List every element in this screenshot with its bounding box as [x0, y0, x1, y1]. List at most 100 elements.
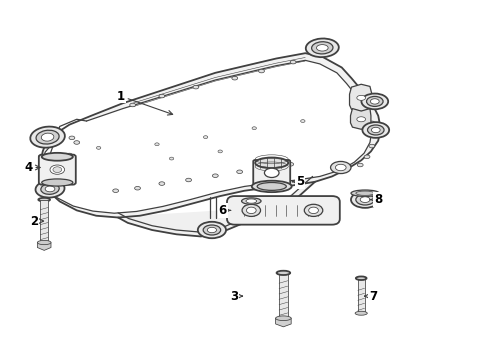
Ellipse shape [370, 134, 376, 137]
Ellipse shape [355, 276, 366, 280]
Ellipse shape [350, 190, 378, 197]
Ellipse shape [57, 134, 62, 137]
Ellipse shape [370, 99, 378, 104]
Ellipse shape [366, 96, 382, 107]
Ellipse shape [66, 153, 72, 157]
Ellipse shape [203, 136, 207, 139]
Text: 2: 2 [30, 215, 43, 228]
Ellipse shape [159, 94, 164, 98]
Ellipse shape [261, 166, 266, 170]
Ellipse shape [203, 225, 220, 235]
Polygon shape [350, 109, 370, 129]
Ellipse shape [50, 165, 64, 174]
Ellipse shape [69, 136, 75, 140]
Ellipse shape [350, 192, 378, 208]
Polygon shape [40, 53, 380, 217]
Ellipse shape [304, 204, 322, 216]
Ellipse shape [236, 170, 242, 174]
Ellipse shape [42, 171, 48, 175]
Ellipse shape [245, 199, 256, 203]
Ellipse shape [198, 222, 225, 238]
Ellipse shape [36, 180, 64, 198]
Ellipse shape [41, 179, 73, 186]
Ellipse shape [368, 121, 374, 125]
Text: 6: 6 [218, 204, 230, 217]
Text: 5: 5 [292, 175, 304, 188]
Ellipse shape [37, 240, 51, 245]
Ellipse shape [129, 103, 135, 107]
Ellipse shape [308, 207, 318, 213]
Ellipse shape [316, 45, 327, 51]
Polygon shape [37, 243, 51, 250]
Ellipse shape [275, 316, 290, 320]
Ellipse shape [113, 189, 118, 193]
Ellipse shape [96, 147, 101, 149]
Ellipse shape [356, 117, 365, 122]
Ellipse shape [49, 130, 55, 134]
Ellipse shape [251, 127, 256, 130]
Ellipse shape [335, 164, 346, 171]
Ellipse shape [355, 191, 373, 195]
FancyBboxPatch shape [226, 196, 339, 225]
Ellipse shape [30, 127, 65, 148]
Ellipse shape [41, 153, 73, 161]
Ellipse shape [36, 130, 59, 144]
Text: 4: 4 [24, 161, 40, 174]
Bar [357, 278, 364, 313]
FancyBboxPatch shape [253, 160, 289, 189]
Ellipse shape [185, 178, 191, 182]
Ellipse shape [367, 125, 383, 135]
Ellipse shape [47, 164, 53, 167]
Ellipse shape [258, 69, 264, 73]
Ellipse shape [371, 127, 379, 133]
Ellipse shape [218, 150, 222, 153]
Ellipse shape [311, 42, 332, 54]
FancyBboxPatch shape [39, 155, 76, 185]
Ellipse shape [300, 120, 305, 122]
Ellipse shape [45, 186, 55, 192]
Ellipse shape [53, 167, 61, 172]
Ellipse shape [357, 163, 363, 167]
Ellipse shape [241, 198, 261, 204]
Ellipse shape [212, 174, 218, 177]
Ellipse shape [155, 143, 159, 146]
Ellipse shape [41, 133, 54, 141]
Ellipse shape [305, 39, 338, 57]
Ellipse shape [57, 158, 62, 162]
Ellipse shape [361, 94, 387, 109]
Ellipse shape [159, 182, 164, 185]
Ellipse shape [264, 168, 279, 177]
Ellipse shape [362, 122, 388, 138]
Ellipse shape [289, 60, 295, 64]
Ellipse shape [360, 197, 369, 203]
Ellipse shape [38, 198, 50, 202]
Ellipse shape [368, 144, 374, 148]
Ellipse shape [363, 109, 368, 112]
Ellipse shape [242, 204, 260, 216]
Ellipse shape [193, 85, 199, 89]
Ellipse shape [257, 183, 286, 190]
Ellipse shape [356, 95, 365, 100]
Ellipse shape [207, 227, 216, 233]
Text: 1: 1 [116, 90, 172, 115]
Ellipse shape [354, 311, 366, 315]
Bar [40, 200, 48, 243]
Text: 7: 7 [364, 289, 377, 303]
Polygon shape [275, 318, 290, 327]
Polygon shape [349, 84, 371, 111]
Ellipse shape [287, 162, 293, 166]
Ellipse shape [276, 271, 289, 275]
Ellipse shape [74, 141, 80, 144]
Polygon shape [118, 182, 314, 237]
Ellipse shape [246, 207, 256, 213]
Polygon shape [42, 60, 371, 213]
Ellipse shape [251, 181, 291, 192]
Text: 3: 3 [229, 289, 242, 303]
Ellipse shape [330, 161, 350, 174]
Ellipse shape [41, 184, 59, 194]
Ellipse shape [255, 157, 287, 168]
Ellipse shape [364, 155, 369, 158]
Ellipse shape [355, 194, 373, 205]
Ellipse shape [231, 76, 237, 80]
Text: 8: 8 [369, 193, 382, 206]
